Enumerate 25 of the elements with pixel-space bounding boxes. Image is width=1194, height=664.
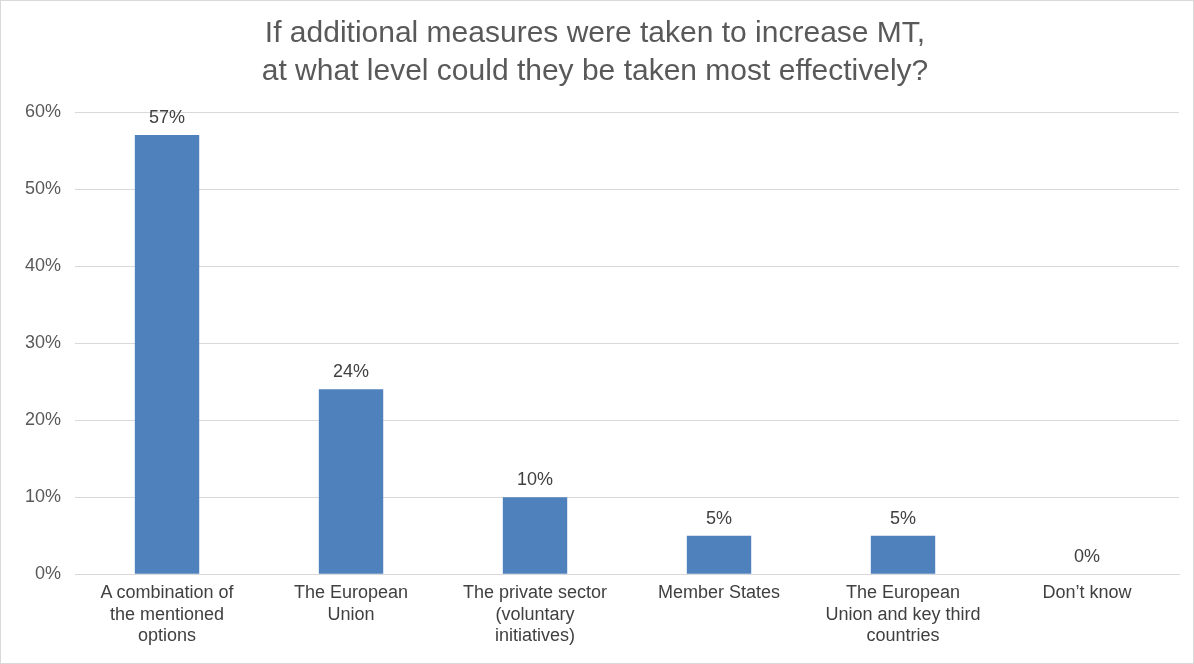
y-tick-label: 0% [35, 563, 62, 584]
bar [134, 135, 200, 574]
data-label: 0% [1073, 546, 1101, 567]
data-label: 10% [517, 469, 554, 490]
y-tick-label: 10% [25, 486, 62, 507]
bar [318, 389, 384, 574]
y-tick-label: 50% [25, 178, 62, 198]
data-label: 5% [890, 507, 917, 528]
bar [870, 535, 936, 574]
x-tick-label: The European Union [293, 581, 409, 624]
x-tick-label: Don’t know [1042, 581, 1133, 602]
y-tick-label: 40% [25, 255, 62, 276]
y-tick-label: 60% [25, 100, 62, 121]
data-label: 24% [333, 361, 370, 382]
bar [686, 535, 752, 574]
y-tick-label: 20% [25, 409, 62, 430]
y-tick-label: 30% [25, 332, 62, 353]
x-tick-label: The European Union and key third countries [825, 581, 981, 646]
chart-title: If additional measures were taken to increase MT, at what level could they be taken most effectively? [261, 15, 929, 86]
x-tick-label: Member States [657, 581, 781, 602]
data-label: 5% [706, 507, 733, 528]
data-label: 57% [149, 107, 186, 128]
x-tick-label: A combination of the mentioned options [100, 581, 235, 646]
bar [502, 497, 568, 574]
x-tick-label: The private sector (voluntary initiatives) [462, 581, 608, 646]
